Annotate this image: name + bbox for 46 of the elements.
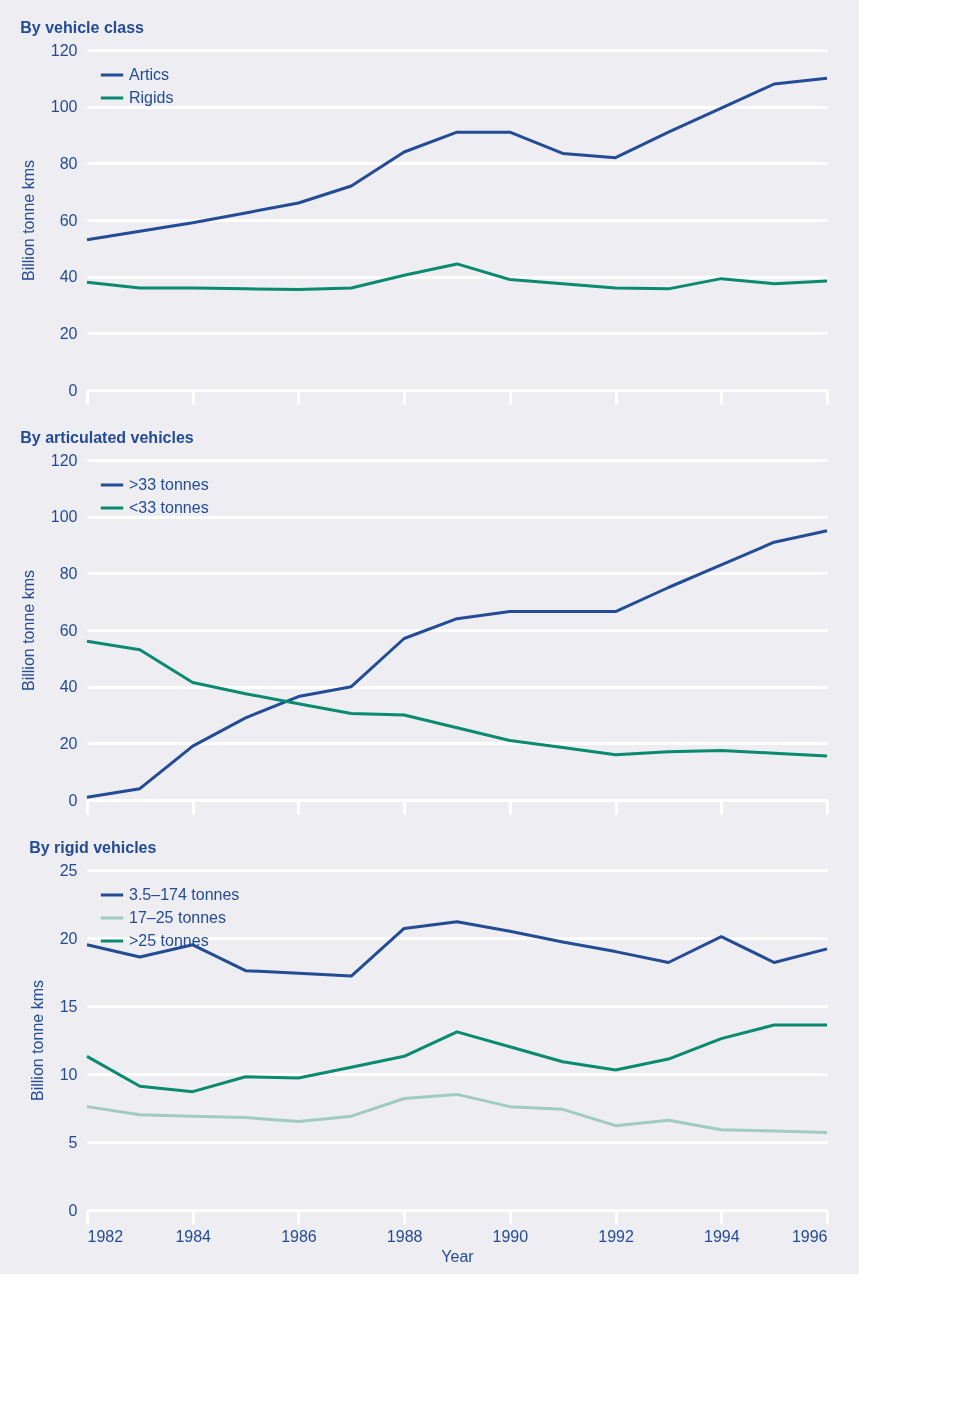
chart-title: By articulated vehicles xyxy=(20,429,194,446)
y-tick-label: 0 xyxy=(68,791,78,809)
x-tick-label: 1990 xyxy=(492,1227,529,1245)
x-tick-label: 1992 xyxy=(598,1227,634,1245)
chart-title: By vehicle class xyxy=(20,19,145,36)
y-tick-label: 80 xyxy=(59,564,78,582)
y-axis-title: Billion tonne kms xyxy=(19,570,37,691)
y-tick-label: 20 xyxy=(59,324,78,342)
line-series xyxy=(85,262,829,291)
x-tick-label: 1982 xyxy=(87,1227,124,1245)
y-tick-label: 120 xyxy=(50,451,78,469)
y-tick-label: 60 xyxy=(59,621,78,639)
x-tick-label: 1996 xyxy=(791,1227,828,1245)
x-tick-label: 1988 xyxy=(386,1227,423,1245)
y-tick-label: 40 xyxy=(59,268,78,286)
y-tick-label: 20 xyxy=(59,734,78,752)
y-tick-label: 0 xyxy=(68,1201,78,1219)
legend-label: >25 tonnes xyxy=(129,932,209,949)
y-axis-title: Billion tonne kms xyxy=(28,980,46,1101)
y-tick-label: 100 xyxy=(50,508,78,526)
legend-label: 3.5–174 tonnes xyxy=(129,886,240,903)
chart-title: By rigid vehicles xyxy=(29,839,157,856)
x-axis-title: Year xyxy=(441,1247,475,1265)
y-tick-label: 15 xyxy=(59,997,78,1015)
y-tick-label: 80 xyxy=(59,154,78,172)
y-axis-title: Billion tonne kms xyxy=(19,160,37,281)
y-tick-label: 0 xyxy=(68,381,78,399)
y-tick-label: 40 xyxy=(59,678,78,696)
legend-label: Artics xyxy=(129,66,169,83)
legend-label: <33 tonnes xyxy=(129,499,209,516)
legend-label: >33 tonnes xyxy=(129,476,209,493)
x-tick-label: 1994 xyxy=(703,1227,740,1245)
x-tick-label: 1984 xyxy=(175,1227,212,1245)
line-series xyxy=(85,1092,829,1134)
legend-label: Rigids xyxy=(129,89,174,106)
legend-label: 17–25 tonnes xyxy=(129,909,226,926)
y-tick-label: 10 xyxy=(59,1065,78,1083)
y-tick-label: 100 xyxy=(50,98,78,116)
y-tick-label: 60 xyxy=(59,211,78,229)
y-tick-label: 20 xyxy=(59,929,78,947)
line-series xyxy=(85,639,829,758)
y-tick-label: 5 xyxy=(68,1133,78,1151)
line-series xyxy=(85,1023,829,1094)
y-tick-label: 25 xyxy=(59,861,78,879)
y-tick-label: 120 xyxy=(50,41,78,59)
x-tick-label: 1986 xyxy=(281,1227,317,1245)
